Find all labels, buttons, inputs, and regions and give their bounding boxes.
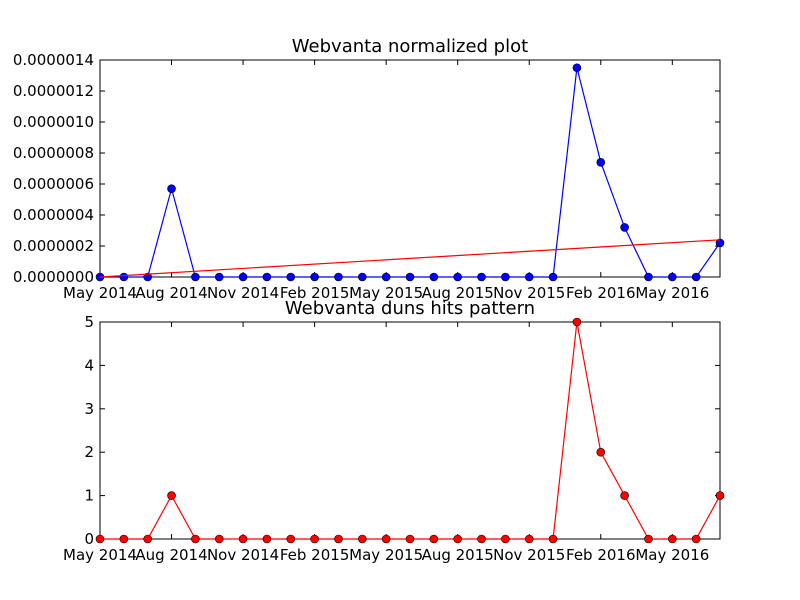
normalized-ytick-label: 0.0000014 (13, 51, 94, 69)
chart-duns-hits: Webvanta duns hits pattern 0 1 2 3 4 5 May 2014… (63, 298, 725, 564)
normalized-ytick-label: 0.0000006 (13, 175, 94, 193)
duns-series-0-point (620, 491, 629, 500)
duns-series-0-point (548, 534, 558, 544)
duns-series-0-point (286, 534, 296, 544)
duns-xtick-label: May 2015 (349, 546, 423, 564)
normalized-ytick-label: 0.0000000 (13, 268, 94, 286)
duns-series-0-point (238, 534, 248, 544)
normalized-series-0-point (143, 272, 152, 282)
normalized-series-0-point (119, 272, 129, 282)
duns-xtick-label: Feb 2015 (280, 546, 350, 564)
duns-series-0-point (95, 534, 105, 544)
normalized-xtick-label: May 2016 (635, 284, 709, 302)
normalized-chart-title: Webvanta normalized plot (292, 36, 528, 57)
duns-series-0-point (501, 534, 510, 544)
duns-series-0-point (310, 534, 319, 544)
duns-ytick-label: 4 (84, 356, 94, 374)
normalized-series-0-point (620, 223, 629, 232)
normalized-series-0-point (334, 272, 343, 282)
normalized-xtick-label: Aug 2014 (135, 284, 207, 302)
chart-normalized: Webvanta normalized plot 0.0000000 0.00000… (13, 36, 725, 302)
normalized-series-0-point (477, 272, 486, 282)
normalized-series-1-line (99, 239, 721, 278)
normalized-series-0-point (548, 272, 558, 282)
duns-series-0-point (596, 447, 606, 457)
duns-series-0-point (668, 534, 677, 544)
normalized-ytick-label: 0.0000010 (13, 113, 94, 131)
duns-ytick-label: 2 (84, 443, 94, 461)
normalized-series-0-point (429, 272, 439, 282)
normalized-series-0-point (572, 63, 582, 73)
duns-ytick-label: 0 (84, 530, 94, 548)
normalized-xtick-label: May 2014 (63, 284, 137, 302)
normalized-ytick-label: 0.0000004 (13, 206, 94, 224)
normalized-xtick-label: Feb 2016 (566, 284, 636, 302)
normalized-series-0-point (191, 272, 200, 282)
duns-series-0-point (381, 534, 391, 544)
duns-series-0-point (119, 534, 129, 544)
duns-series-0-point (524, 534, 534, 544)
duns-xtick-label: Feb 2016 (566, 546, 636, 564)
normalized-xtick-label: Nov 2014 (207, 284, 279, 302)
duns-xtick-label: Nov 2014 (207, 546, 279, 564)
normalized-series-0-point (358, 272, 367, 282)
duns-xtick-label: Aug 2015 (422, 546, 494, 564)
normalized-ytick-label: 0.0000002 (13, 237, 94, 255)
duns-series-0-point (191, 534, 200, 544)
duns-chart-title: Webvanta duns hits pattern (285, 298, 535, 319)
duns-ytick-label: 1 (84, 487, 94, 505)
normalized-series-0-point (501, 272, 510, 282)
normalized-series-0-point (286, 272, 296, 282)
duns-xtick-label: Aug 2014 (135, 546, 207, 564)
normalized-series-0-point (453, 272, 462, 282)
duns-series-0-point (644, 534, 653, 544)
duns-series-0-point (405, 534, 415, 544)
normalized-series-0-point (524, 272, 534, 282)
duns-series-0-point (358, 534, 367, 544)
duns-series-0-point (334, 534, 343, 544)
normalized-series-0-point (644, 272, 653, 282)
duns-xtick-label: Nov 2015 (493, 546, 565, 564)
normalized-series-0-point (381, 272, 391, 282)
duns-xtick-label: May 2014 (63, 546, 137, 564)
duns-series-0-point (572, 317, 582, 327)
duns-series-0-point (167, 491, 176, 500)
normalized-series-0-point (262, 272, 272, 282)
normalized-series-0-point (310, 272, 319, 282)
normalized-series-0-point (167, 184, 176, 193)
normalized-ytick-label: 0.0000008 (13, 144, 94, 162)
duns-series-0-point (691, 534, 701, 544)
duns-xtick-label: May 2016 (635, 546, 709, 564)
normalized-ytick-label: 0.0000012 (13, 82, 94, 100)
normalized-series-0-point (691, 272, 701, 282)
duns-ytick-label: 3 (84, 400, 94, 418)
duns-ytick-label: 5 (84, 313, 94, 331)
duns-series-0-point (143, 534, 152, 544)
duns-series-0-point (262, 534, 272, 544)
normalized-series-0-point (238, 272, 248, 282)
normalized-series-0-point (405, 272, 415, 282)
duns-series-0-point (715, 491, 725, 500)
duns-series-0-point (214, 534, 224, 544)
duns-series-0-point (477, 534, 486, 544)
normalized-xtick-label: May 2015 (349, 284, 423, 302)
normalized-xtick-label: Feb 2015 (280, 284, 350, 302)
normalized-xtick-label: Nov 2015 (493, 284, 565, 302)
duns-series-0-point (429, 534, 439, 544)
normalized-series-0-point (715, 238, 725, 248)
normalized-series-0-point (214, 272, 224, 282)
normalized-series-0-point (668, 272, 677, 282)
normalized-xtick-label: Aug 2015 (422, 284, 494, 302)
duns-series-0-point (453, 534, 462, 544)
normalized-series-0-point (596, 158, 606, 167)
